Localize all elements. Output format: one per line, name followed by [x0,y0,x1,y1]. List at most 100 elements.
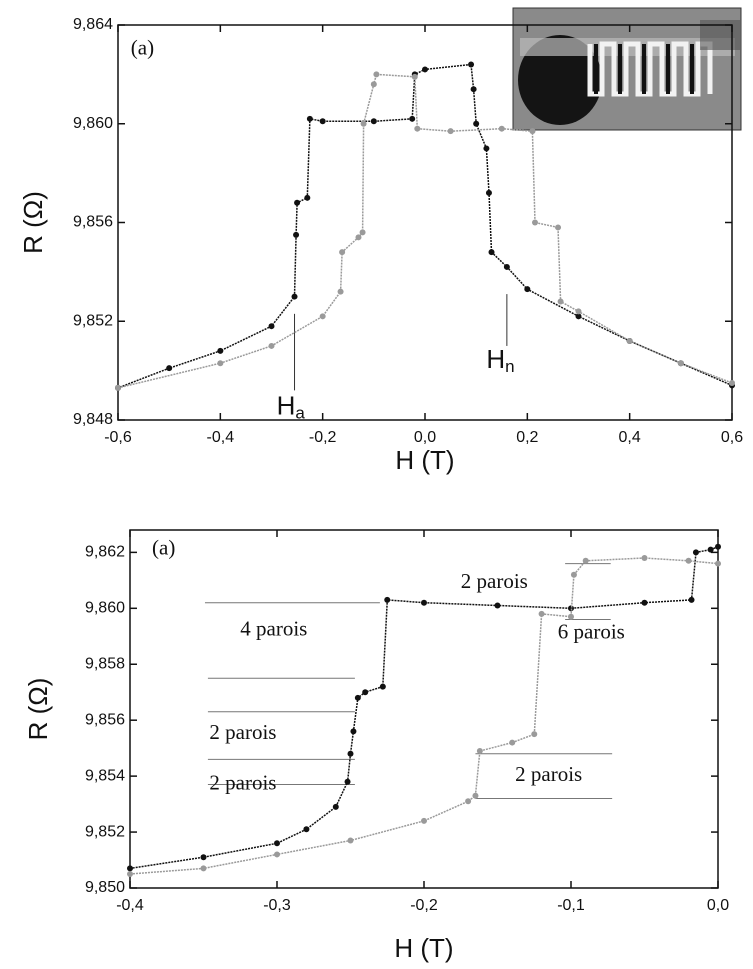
data-point [568,613,574,620]
data-point [115,384,121,391]
data-point [411,73,418,80]
data-point [337,288,344,295]
annotation: 2 parois [209,720,276,744]
series-line [129,546,719,870]
data-point [359,229,366,236]
x-tick-label: 0,2 [516,429,538,446]
data-point [485,189,492,196]
annotation: 4 parois [240,617,307,641]
y-tick-label: 9,848 [73,411,113,428]
data-point [166,365,173,372]
annotation-text: 2 parois [515,762,582,786]
data-point [217,360,224,367]
annotation-subscript: a [295,404,305,423]
annotation-subscript: n [505,357,514,376]
y-tick-label: 9,854 [85,767,125,784]
data-point [354,694,361,701]
data-point [373,71,380,78]
annotation-text: H [486,344,505,374]
data-point [347,750,354,757]
annotation-text: 2 parois [209,720,276,744]
data-point [303,826,310,833]
data-point [362,689,369,696]
data-point [304,194,311,201]
data-point [465,798,472,805]
data-point [641,554,648,561]
annotation: 2 parois [515,762,582,786]
annotation-text: H [277,391,296,421]
data-point [370,81,377,88]
data-point [503,263,510,270]
data-point [291,293,298,300]
annotation-text: 2 parois [209,770,276,794]
data-point [217,347,224,354]
x-tick-label: -0,1 [557,897,585,914]
data-point [488,249,495,256]
annotation: (a) [131,36,154,60]
data-point [476,747,483,754]
annotation-text: 2 parois [461,569,528,593]
x-tick-label: 0,0 [414,429,436,446]
data-point [379,683,386,690]
data-point [685,557,692,564]
data-point [532,219,539,226]
data-point [468,61,475,68]
x-tick-label: 0,4 [619,429,641,446]
plot-frame [129,529,719,889]
annotation: 6 parois [558,619,625,643]
data-point [268,342,275,349]
data-point [494,602,501,609]
data-point [538,610,545,617]
annotation-text: 4 parois [240,617,307,641]
annotation: 2 parois [209,770,276,794]
x-tick-label: -0,2 [410,897,438,914]
y-axis-title: R (Ω) [23,678,53,741]
data-point [200,854,207,861]
annotation: Ha [277,391,306,424]
annotation-text: 6 parois [558,619,625,643]
data-point [274,840,280,847]
annotation-text: (a) [152,535,175,559]
x-axis-title: H (T) [395,445,454,475]
y-tick-label: 9,856 [85,711,125,728]
data-point [729,379,735,386]
data-point [421,817,427,824]
data-point [557,298,564,305]
x-tick-label: -0,4 [116,897,144,914]
data-point [355,234,362,241]
annotation: (a) [152,535,175,559]
data-point [582,557,589,564]
y-tick-label: 9,850 [85,879,125,896]
data-point [127,865,133,872]
data-point [384,596,391,603]
data-point [641,599,648,606]
data-point [715,543,721,550]
data-point [409,115,416,122]
x-tick-label: -0,4 [207,429,235,446]
data-point [350,728,357,735]
data-point [692,549,699,556]
y-tick-label: 9,860 [73,115,113,132]
data-point [268,323,275,330]
data-point [347,837,354,844]
inset-image [512,7,742,131]
x-axis-title: H (T) [394,933,453,963]
data-point [319,118,326,125]
annotation: 2 parois [461,569,528,593]
data-point [293,231,300,238]
data-point [332,803,339,810]
data-point [274,851,280,858]
data-point [575,313,582,320]
data-point [473,120,480,127]
data-point [319,313,326,320]
data-point [421,599,427,606]
y-tick-label: 9,862 [85,544,125,561]
data-point [575,308,582,315]
data-point [344,778,351,785]
data-point [447,128,454,135]
data-point [509,739,516,746]
x-tick-label: 0,0 [707,897,729,914]
data-point [422,66,428,73]
